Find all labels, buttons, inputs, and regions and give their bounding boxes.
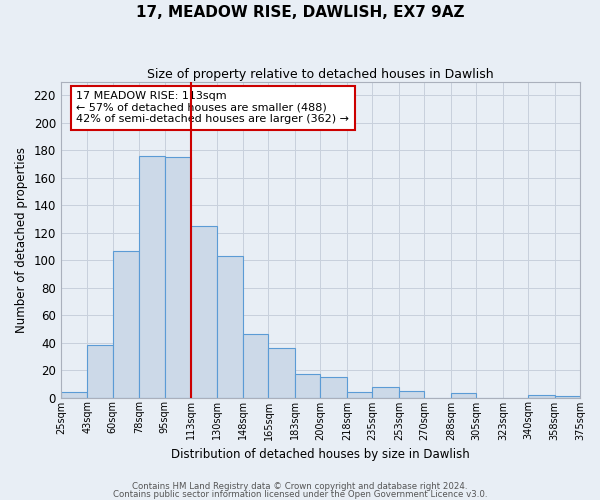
Bar — [528, 395, 555, 398]
Bar — [217, 256, 243, 398]
Bar — [555, 396, 580, 398]
Bar — [451, 394, 476, 398]
Text: 17 MEADOW RISE: 113sqm
← 57% of detached houses are smaller (488)
42% of semi-de: 17 MEADOW RISE: 113sqm ← 57% of detached… — [76, 91, 349, 124]
Bar — [373, 386, 399, 398]
Bar — [113, 250, 139, 398]
Bar — [61, 392, 88, 398]
Bar — [295, 374, 320, 398]
Bar — [268, 348, 295, 398]
Title: Size of property relative to detached houses in Dawlish: Size of property relative to detached ho… — [147, 68, 494, 80]
Bar — [399, 390, 424, 398]
X-axis label: Distribution of detached houses by size in Dawlish: Distribution of detached houses by size … — [171, 448, 470, 461]
Bar — [191, 226, 217, 398]
Y-axis label: Number of detached properties: Number of detached properties — [15, 146, 28, 332]
Bar — [139, 156, 164, 398]
Text: Contains HM Land Registry data © Crown copyright and database right 2024.: Contains HM Land Registry data © Crown c… — [132, 482, 468, 491]
Bar — [347, 392, 373, 398]
Bar — [88, 346, 113, 398]
Text: 17, MEADOW RISE, DAWLISH, EX7 9AZ: 17, MEADOW RISE, DAWLISH, EX7 9AZ — [136, 5, 464, 20]
Bar — [243, 334, 268, 398]
Bar — [320, 377, 347, 398]
Text: Contains public sector information licensed under the Open Government Licence v3: Contains public sector information licen… — [113, 490, 487, 499]
Bar — [164, 157, 191, 398]
